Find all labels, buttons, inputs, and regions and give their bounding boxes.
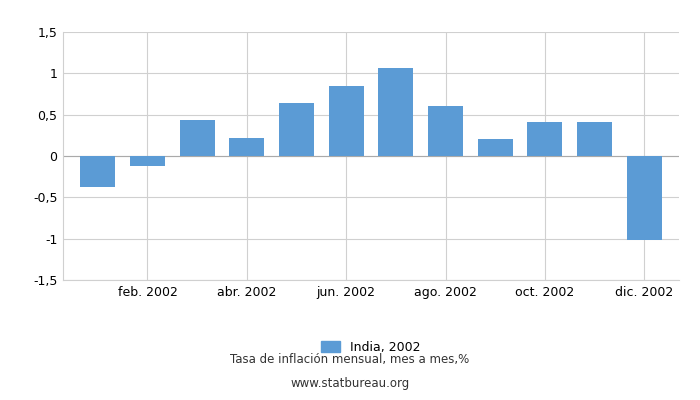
Bar: [478, 139, 512, 156]
Legend: India, 2002: India, 2002: [321, 341, 421, 354]
Bar: [230, 138, 264, 156]
Bar: [528, 122, 562, 156]
Text: www.statbureau.org: www.statbureau.org: [290, 378, 410, 390]
Bar: [130, 156, 164, 166]
Bar: [428, 106, 463, 156]
Bar: [80, 156, 116, 188]
Bar: [180, 120, 214, 156]
Bar: [279, 103, 314, 156]
Bar: [379, 68, 413, 156]
Text: Tasa de inflación mensual, mes a mes,%: Tasa de inflación mensual, mes a mes,%: [230, 354, 470, 366]
Bar: [329, 86, 363, 156]
Bar: [626, 156, 662, 240]
Bar: [578, 122, 612, 156]
